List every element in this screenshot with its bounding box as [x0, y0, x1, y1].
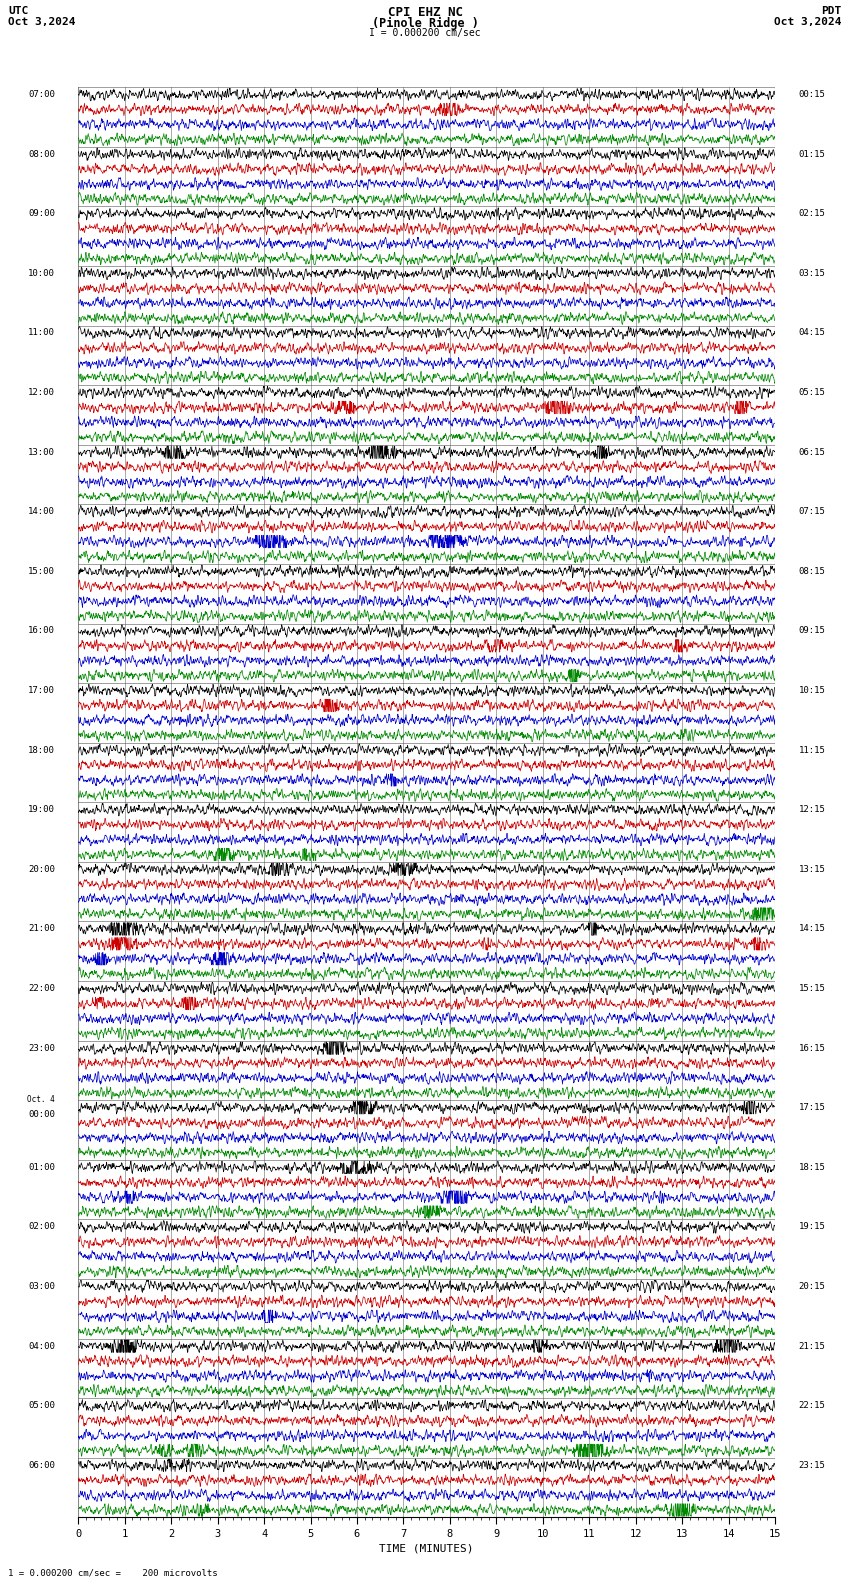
- Text: Oct 3,2024: Oct 3,2024: [774, 16, 842, 27]
- Text: 12:00: 12:00: [28, 388, 55, 398]
- X-axis label: TIME (MINUTES): TIME (MINUTES): [379, 1543, 474, 1554]
- Text: 12:15: 12:15: [798, 805, 825, 814]
- Text: 22:00: 22:00: [28, 984, 55, 993]
- Text: (Pinole Ridge ): (Pinole Ridge ): [371, 16, 479, 30]
- Text: 00:15: 00:15: [798, 90, 825, 100]
- Text: 18:00: 18:00: [28, 746, 55, 754]
- Text: 05:00: 05:00: [28, 1402, 55, 1410]
- Text: 08:00: 08:00: [28, 149, 55, 158]
- Text: 07:00: 07:00: [28, 90, 55, 100]
- Text: 17:00: 17:00: [28, 686, 55, 695]
- Text: 23:00: 23:00: [28, 1044, 55, 1053]
- Text: Oct 3,2024: Oct 3,2024: [8, 16, 76, 27]
- Text: 10:15: 10:15: [798, 686, 825, 695]
- Text: 14:15: 14:15: [798, 925, 825, 933]
- Text: 10:00: 10:00: [28, 269, 55, 277]
- Text: 15:15: 15:15: [798, 984, 825, 993]
- Text: 01:00: 01:00: [28, 1163, 55, 1172]
- Text: 16:00: 16:00: [28, 626, 55, 635]
- Text: 18:15: 18:15: [798, 1163, 825, 1172]
- Text: 11:15: 11:15: [798, 746, 825, 754]
- Text: 14:00: 14:00: [28, 507, 55, 516]
- Text: 21:00: 21:00: [28, 925, 55, 933]
- Text: 20:15: 20:15: [798, 1281, 825, 1291]
- Text: 09:15: 09:15: [798, 626, 825, 635]
- Text: 00:00: 00:00: [28, 1110, 55, 1118]
- Text: 07:15: 07:15: [798, 507, 825, 516]
- Text: 06:15: 06:15: [798, 448, 825, 456]
- Text: 03:15: 03:15: [798, 269, 825, 277]
- Text: 22:15: 22:15: [798, 1402, 825, 1410]
- Text: 21:15: 21:15: [798, 1342, 825, 1351]
- Text: 20:00: 20:00: [28, 865, 55, 874]
- Text: CPI EHZ NC: CPI EHZ NC: [388, 5, 462, 19]
- Text: 02:00: 02:00: [28, 1223, 55, 1231]
- Text: 04:00: 04:00: [28, 1342, 55, 1351]
- Text: 1 = 0.000200 cm/sec =    200 microvolts: 1 = 0.000200 cm/sec = 200 microvolts: [8, 1568, 218, 1578]
- Text: 16:15: 16:15: [798, 1044, 825, 1053]
- Text: 13:00: 13:00: [28, 448, 55, 456]
- Text: 17:15: 17:15: [798, 1102, 825, 1112]
- Text: 23:15: 23:15: [798, 1460, 825, 1470]
- Text: 15:00: 15:00: [28, 567, 55, 577]
- Text: 02:15: 02:15: [798, 209, 825, 219]
- Text: UTC: UTC: [8, 5, 29, 16]
- Text: Oct. 4: Oct. 4: [27, 1095, 55, 1104]
- Text: 11:00: 11:00: [28, 328, 55, 337]
- Text: 19:00: 19:00: [28, 805, 55, 814]
- Text: I = 0.000200 cm/sec: I = 0.000200 cm/sec: [369, 27, 481, 38]
- Text: 03:00: 03:00: [28, 1281, 55, 1291]
- Text: 04:15: 04:15: [798, 328, 825, 337]
- Text: 01:15: 01:15: [798, 149, 825, 158]
- Text: 08:15: 08:15: [798, 567, 825, 577]
- Text: 09:00: 09:00: [28, 209, 55, 219]
- Text: 06:00: 06:00: [28, 1460, 55, 1470]
- Text: 19:15: 19:15: [798, 1223, 825, 1231]
- Text: 05:15: 05:15: [798, 388, 825, 398]
- Text: 13:15: 13:15: [798, 865, 825, 874]
- Text: PDT: PDT: [821, 5, 842, 16]
